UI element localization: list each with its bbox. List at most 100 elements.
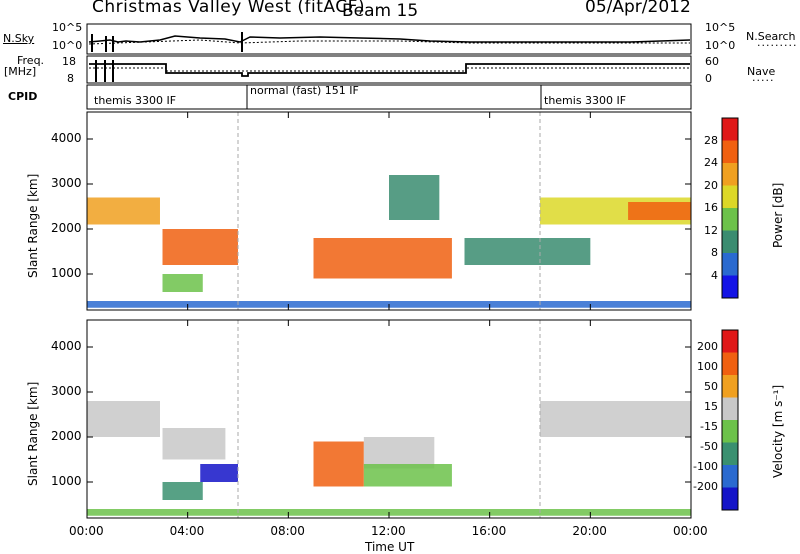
colorbar-tick-label: 28: [704, 133, 718, 147]
colorbar-tick-label: 16: [704, 201, 718, 214]
x-tick-label: 16:00: [471, 524, 507, 538]
cpid-mode-2: normal (fast) 151 IF: [250, 84, 359, 97]
power-ylabel: Slant Range [km]: [26, 173, 40, 278]
freq-unit: [MHz]: [4, 65, 37, 78]
cpid-mode-3: themis 3300 IF: [544, 94, 627, 107]
colorbar-tick-label: 8: [711, 246, 718, 259]
region-blue-morning: [313, 441, 364, 487]
region-gs-far: [540, 401, 691, 437]
region-dawn-band: [628, 202, 691, 220]
x-tick-label: 12:00: [371, 524, 406, 538]
y-tick-label: 1000: [51, 266, 82, 280]
freq-panel: [86, 55, 692, 84]
nsearch-tick-top: 10^5: [705, 21, 736, 34]
colorbar-swatch: [722, 163, 738, 186]
y-tick-label: 2000: [51, 429, 82, 443]
colorbar-tick-label: 4: [711, 268, 718, 282]
colorbar-swatch: [722, 230, 738, 253]
x-tick-label: 04:00: [169, 524, 205, 538]
nave-label: Nave: [747, 65, 776, 78]
nsky-tick-bottom: 10^0: [52, 39, 83, 52]
region-green-morning: [363, 437, 435, 469]
date-title: 05/Apr/2012: [585, 0, 691, 17]
region-near-range-patch: [162, 274, 203, 292]
x-tick-label: 00:00: [69, 524, 104, 538]
velocity-ylabel: Slant Range [km]: [26, 381, 40, 486]
velocity-colorbar-label: Velocity [m s⁻¹]: [771, 384, 785, 478]
colorbar-tick-label: -15: [700, 420, 718, 433]
station-title: Christmas Valley West (fitACF): [92, 0, 366, 17]
nave-trace: [89, 67, 690, 72]
colorbar-swatch: [722, 185, 738, 208]
y-tick-label: 4000: [51, 131, 82, 145]
colorbar-tick-label: 15: [704, 400, 718, 413]
x-tick-label: 08:00: [270, 524, 305, 538]
colorbar-tick-label: 20: [704, 178, 718, 192]
y-tick-label: 3000: [51, 176, 82, 190]
colorbar-tick-label: 100: [697, 360, 718, 373]
cpid-label: CPID: [8, 90, 38, 103]
y-tick-label: 2000: [51, 221, 82, 235]
colorbar-swatch: [722, 375, 738, 398]
colorbar-swatch: [722, 330, 738, 353]
x-tick-label: 00:00: [673, 524, 708, 538]
region-morning-echo: [313, 238, 452, 279]
nsky-panel: [86, 23, 692, 55]
colorbar-swatch: [722, 420, 738, 443]
region-red-patch: [200, 464, 238, 482]
colorbar-swatch: [722, 487, 738, 510]
y-tick-label: 3000: [51, 384, 82, 398]
power-colorbar: [721, 117, 739, 299]
colorbar-swatch: [722, 397, 738, 420]
nsky-tick-top: 10^5: [52, 21, 83, 34]
nsky-trace: [88, 35, 691, 43]
cpid-mode-1: themis 3300 IF: [94, 94, 177, 107]
velocity-colorbar: [721, 329, 739, 511]
colorbar-frame: [721, 117, 739, 299]
colorbar-swatch: [722, 208, 738, 231]
nsearch-dots: ·········: [757, 39, 798, 52]
colorbar-tick-label: 200: [697, 340, 718, 353]
cpid-panel: [86, 84, 692, 110]
freq-label: Freq.: [17, 54, 45, 67]
colorbar-swatch: [722, 442, 738, 465]
colorbar-swatch: [722, 465, 738, 488]
colorbar-swatch: [722, 352, 738, 375]
nave-tick-bottom: 0: [705, 72, 712, 85]
region-orange-near: [162, 482, 203, 500]
nave-tick-top: 60: [705, 55, 719, 68]
region-ground-scatter-evening: [87, 401, 160, 437]
power-colorbar-label: Power [dB]: [771, 182, 785, 248]
region-evening-band: [87, 197, 160, 225]
region-gs-patch: [162, 428, 226, 460]
power-panel: [86, 111, 692, 311]
colorbar-tick-label: -50: [700, 440, 718, 453]
nsearch-trace: [88, 39, 690, 45]
y-tick-label: 1000: [51, 474, 82, 488]
nsky-label: N.Sky: [3, 32, 35, 45]
nsearch-tick-bottom: 10^0: [705, 39, 736, 52]
colorbar-tick-label: 24: [704, 156, 718, 169]
colorbar-swatch: [722, 140, 738, 163]
region-orange-morning: [363, 464, 452, 487]
colorbar-tick-label: -100: [693, 460, 718, 473]
beam-title: Beam 15: [342, 1, 419, 21]
freq-tick-top: 18: [62, 55, 76, 68]
velocity-panel: [86, 319, 692, 519]
x-axis-title: Time UT: [365, 540, 415, 554]
colorbar-tick-label: -200: [693, 480, 718, 493]
colorbar-tick-label: 12: [704, 223, 718, 237]
region-pre-midnight-patch: [162, 229, 238, 265]
nsearch-label: N.Search: [746, 30, 796, 43]
region-mid-band: [464, 238, 591, 265]
x-tick-label: 20:00: [572, 524, 607, 538]
colorbar-frame: [721, 329, 739, 511]
freq-trace: [89, 63, 690, 77]
colorbar-tick-label: 50: [704, 380, 718, 393]
nave-dots: ·····: [752, 74, 775, 87]
freq-tick-bottom: 8: [67, 72, 74, 85]
colorbar-swatch: [722, 275, 738, 298]
region-scattered-high: [389, 175, 440, 220]
colorbar-swatch: [722, 118, 738, 141]
